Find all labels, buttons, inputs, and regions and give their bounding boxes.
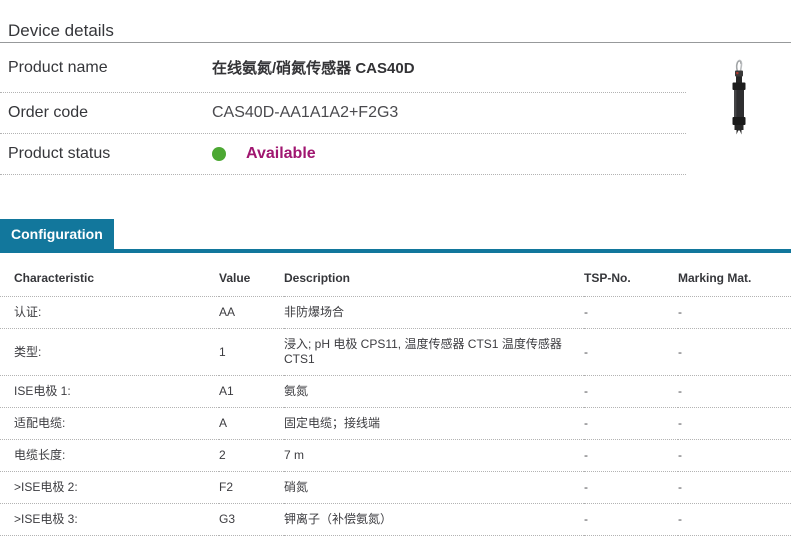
cell-characteristic: >ISE电极 2: xyxy=(0,471,219,504)
cell-marking-mat: - xyxy=(678,375,791,408)
table-row: >ISE电极 2: F2 硝氮 - - xyxy=(0,471,791,504)
cell-marking-mat: - xyxy=(678,328,791,376)
col-header-marking-mat: Marking Mat. xyxy=(678,253,791,297)
cell-tsp-no: - xyxy=(584,375,678,408)
tab-configuration[interactable]: Configuration xyxy=(0,219,114,249)
device-details-heading: Device details xyxy=(8,21,114,40)
cell-value: A xyxy=(219,407,284,440)
table-row: 类型: 1 浸入; pH 电极 CPS11, 温度传感器 CTS1 温度传感器C… xyxy=(0,328,791,376)
cell-tsp-no: - xyxy=(584,503,678,536)
cell-value: 1 xyxy=(219,328,284,376)
device-details-section: Product name 在线氨氮/硝氮传感器 CAS40D Order cod… xyxy=(0,43,791,175)
cell-value: AA xyxy=(219,296,284,329)
cell-description: 钾离子（补偿氨氮） xyxy=(284,503,584,536)
product-name-label: Product name xyxy=(8,58,108,76)
tab-accent-bar xyxy=(0,249,791,253)
col-header-characteristic: Characteristic xyxy=(0,253,219,297)
cell-description: 硝氮 xyxy=(284,471,584,504)
status-available-icon xyxy=(212,147,226,161)
cell-value: F2 xyxy=(219,471,284,504)
cell-tsp-no: - xyxy=(584,407,678,440)
table-row: 适配电缆: A 固定电缆；接线端 - - xyxy=(0,407,791,440)
product-status-label: Product status xyxy=(8,145,111,162)
product-name-row: Product name 在线氨氮/硝氮传感器 CAS40D xyxy=(0,43,686,93)
cell-marking-mat: - xyxy=(678,296,791,329)
cell-marking-mat: - xyxy=(678,407,791,440)
tab-bar: Configuration xyxy=(0,219,791,249)
table-row: 认证: AA 非防爆场合 - - xyxy=(0,296,791,329)
product-name-value: 在线氨氮/硝氮传感器 CAS40D xyxy=(212,60,415,77)
col-header-tsp-no: TSP-No. xyxy=(584,253,678,297)
cell-tsp-no: - xyxy=(584,439,678,472)
order-code-label: Order code xyxy=(8,104,89,121)
cell-description: 氨氮 xyxy=(284,375,584,408)
cell-value: A1 xyxy=(219,375,284,408)
cell-description: 浸入; pH 电极 CPS11, 温度传感器 CTS1 温度传感器CTS1 xyxy=(284,328,584,376)
cell-value: G3 xyxy=(219,503,284,536)
cell-value: 2 xyxy=(219,439,284,472)
cell-marking-mat: - xyxy=(678,503,791,536)
cell-tsp-no: - xyxy=(584,471,678,504)
cell-characteristic: 适配电缆: xyxy=(0,407,219,440)
device-details-rows: Product name 在线氨氮/硝氮传感器 CAS40D Order cod… xyxy=(0,43,686,175)
section-divider xyxy=(0,42,791,43)
cell-description: 7 m xyxy=(284,439,584,472)
cell-tsp-no: - xyxy=(584,328,678,376)
cell-marking-mat: - xyxy=(678,471,791,504)
product-status-value-wrap: Available xyxy=(212,145,316,163)
cell-description: 非防爆场合 xyxy=(284,296,584,329)
product-status-value: Available xyxy=(246,145,316,162)
col-header-description: Description xyxy=(284,253,584,297)
table-row: 电缆长度: 2 7 m - - xyxy=(0,439,791,472)
product-status-row: Product status Available xyxy=(0,134,686,175)
cell-characteristic: ISE电极 1: xyxy=(0,375,219,408)
cell-characteristic: 认证: xyxy=(0,296,219,329)
cell-description: 固定电缆；接线端 xyxy=(284,407,584,440)
col-header-value: Value xyxy=(219,253,284,297)
order-code-row: Order code CAS40D-AA1A1A2+F2G3 xyxy=(0,93,686,134)
order-code-value: CAS40D-AA1A1A2+F2G3 xyxy=(212,104,399,121)
cell-characteristic: 电缆长度: xyxy=(0,439,219,472)
product-photo-sensor xyxy=(732,59,745,135)
table-header-row: Characteristic Value Description TSP-No.… xyxy=(0,253,791,297)
configuration-table: Characteristic Value Description TSP-No.… xyxy=(0,253,791,536)
cell-characteristic: 类型: xyxy=(0,328,219,376)
cell-characteristic: >ISE电极 3: xyxy=(0,503,219,536)
cell-tsp-no: - xyxy=(584,296,678,329)
product-image-column xyxy=(686,43,791,175)
cell-marking-mat: - xyxy=(678,439,791,472)
table-row: >ISE电极 3: G3 钾离子（补偿氨氮） - - xyxy=(0,503,791,536)
table-row: ISE电极 1: A1 氨氮 - - xyxy=(0,375,791,408)
